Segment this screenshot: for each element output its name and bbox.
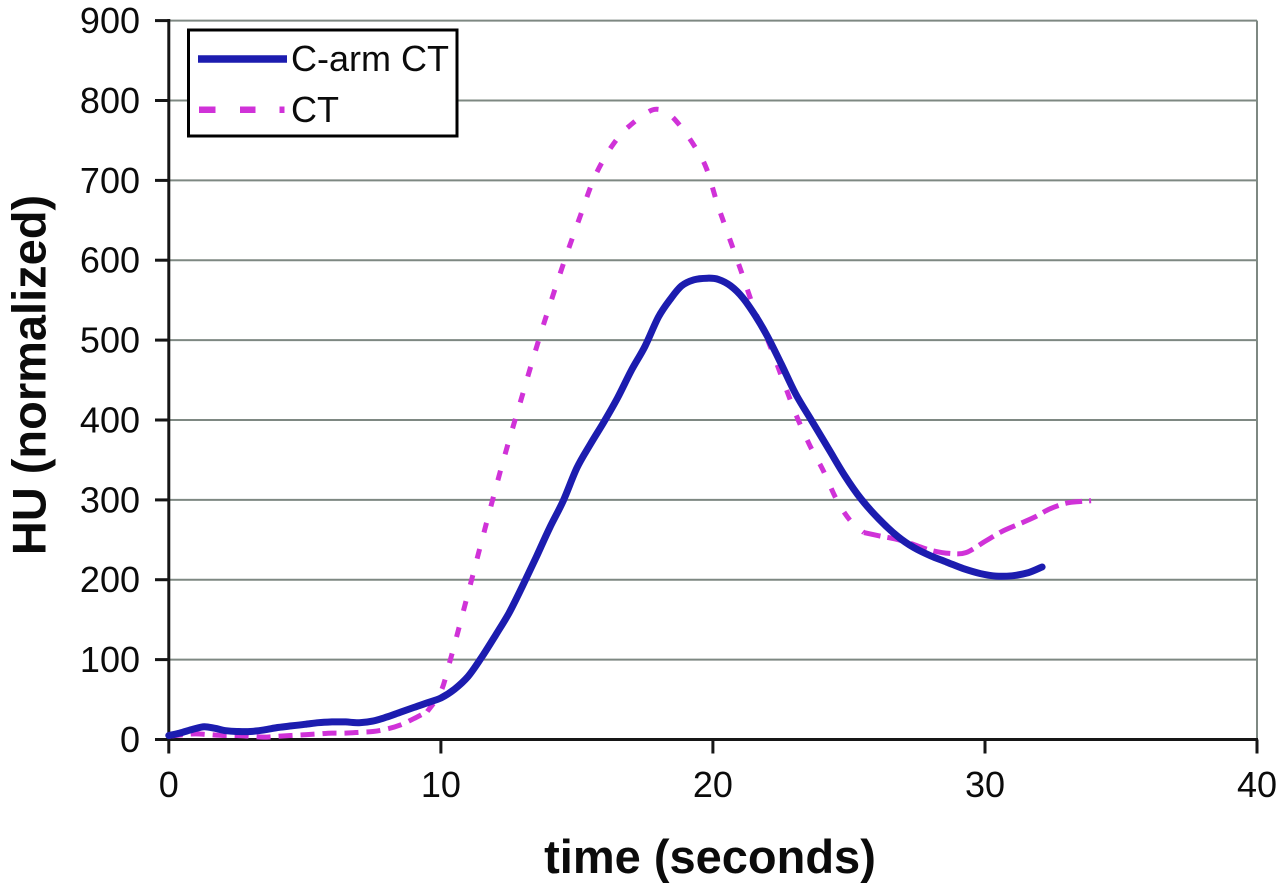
svg-text:100: 100 [80, 639, 140, 680]
svg-text:time (seconds): time (seconds) [544, 830, 876, 883]
svg-text:20: 20 [693, 764, 733, 805]
svg-text:CT: CT [291, 89, 339, 130]
svg-text:600: 600 [80, 240, 140, 281]
svg-text:30: 30 [965, 764, 1005, 805]
svg-text:300: 300 [80, 479, 140, 520]
svg-text:HU (normalized): HU (normalized) [3, 195, 56, 555]
svg-text:40: 40 [1237, 764, 1277, 805]
svg-text:500: 500 [80, 320, 140, 361]
svg-text:0: 0 [120, 719, 140, 760]
svg-text:400: 400 [80, 400, 140, 441]
svg-text:0: 0 [159, 764, 179, 805]
svg-text:700: 700 [80, 160, 140, 201]
svg-text:900: 900 [80, 0, 140, 41]
svg-text:C-arm CT: C-arm CT [291, 38, 449, 79]
svg-text:200: 200 [80, 559, 140, 600]
svg-text:10: 10 [421, 764, 461, 805]
svg-text:800: 800 [80, 80, 140, 121]
